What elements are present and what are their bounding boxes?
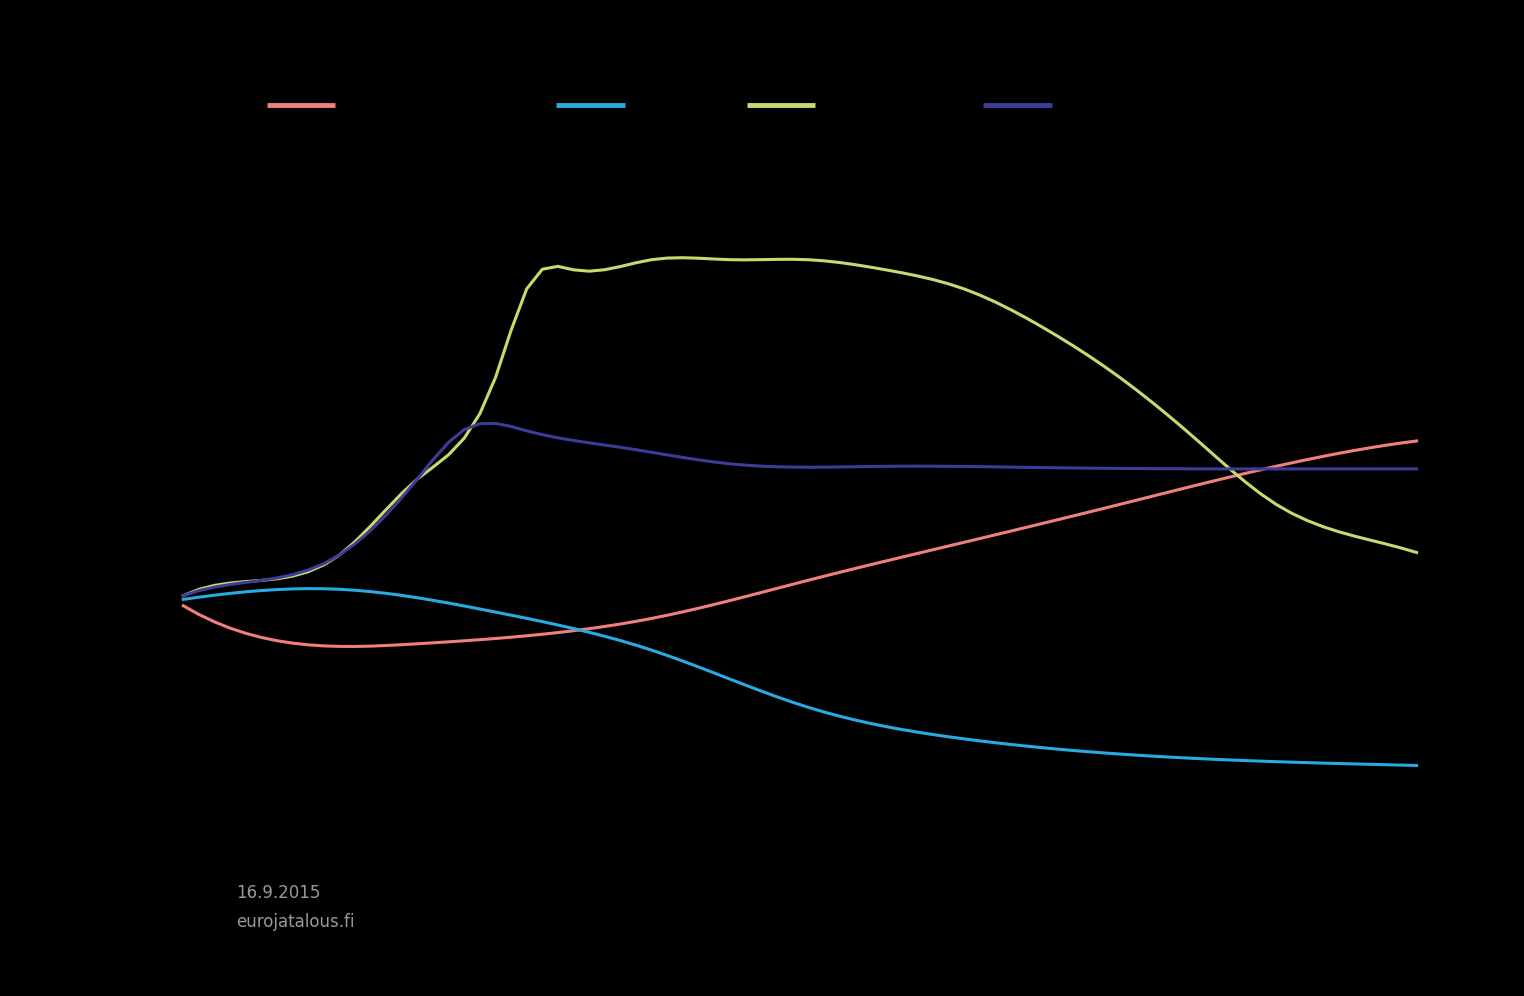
Text: eurojatalous.fi: eurojatalous.fi (236, 913, 355, 931)
Text: 16.9.2015: 16.9.2015 (236, 884, 320, 902)
